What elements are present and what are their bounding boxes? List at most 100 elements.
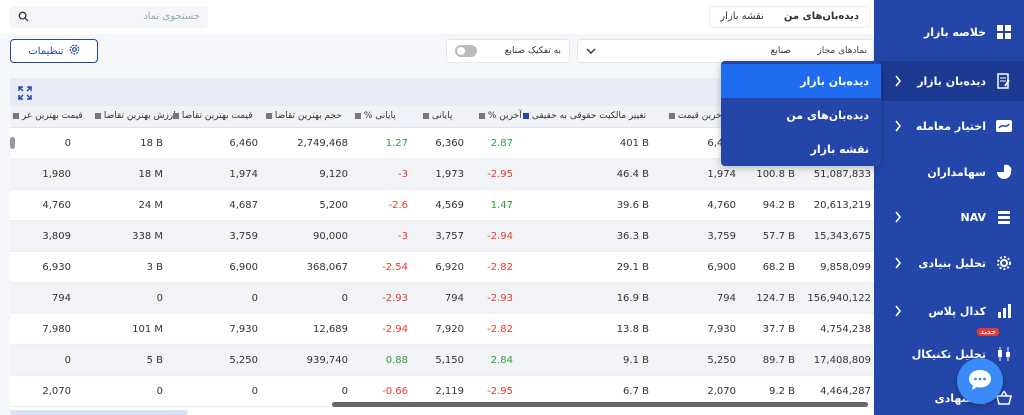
table-row[interactable]: 3,809 338 M 3,759 90,000 -3 3,757 -2.94 36.3 B 3… [10, 221, 874, 252]
cell-c1: 338 M [132, 231, 163, 242]
header-close[interactable]: پایانی [420, 111, 452, 121]
cell-c6: -2.95 [487, 169, 513, 180]
top-bar: جستجوی نماد نقشه بازار دیده‌بان‌های من [0, 0, 874, 34]
sidebar: خلاصه بازار دیده‌بان بازار اختیار معامله سه… [874, 0, 1024, 415]
cell-c9: 68.2 B [762, 262, 795, 273]
sidebar-item-1[interactable]: دیده‌بان بازار [874, 61, 1024, 101]
cell-c6: -2.95 [487, 386, 513, 397]
cell-c3: 939,740 [306, 355, 348, 366]
search-placeholder: جستجوی نماد [143, 11, 200, 22]
cell-c8: 4,760 [707, 200, 736, 211]
cell-c10: 20,613,219 [813, 200, 871, 211]
cell-c1: 18 M [138, 169, 163, 180]
sidebar-item-7[interactable]: تحلیل تکنیکال جدید [874, 328, 1024, 374]
search-icon[interactable] [18, 11, 29, 25]
table-row[interactable]: 7,980 101 M 7,930 12,689 -2.94 7,920 -2.82 13.8… [10, 314, 874, 345]
sidebar-item-3[interactable]: سهامداران [874, 152, 1024, 192]
sidebar-item-0[interactable]: خلاصه بازار [874, 12, 1024, 52]
sidebar-item-4[interactable]: NAV [874, 197, 1024, 237]
chevron-right-icon[interactable] [894, 75, 906, 87]
dropdown-item-my-watchlists[interactable]: دیده‌بان‌های من [786, 108, 869, 122]
horizontal-scroll-track[interactable] [10, 410, 188, 415]
header-last-percent[interactable]: % آخرین [476, 111, 522, 121]
gear-icon [69, 44, 80, 58]
search-input[interactable]: جستجوی نماد [10, 6, 208, 28]
vertical-scrollbar[interactable] [10, 137, 15, 149]
candlestick-icon [994, 344, 1014, 364]
header-last-price[interactable]: آخرین قیمت [666, 111, 724, 121]
expand-icon[interactable] [18, 86, 32, 103]
cell-c8: 794 [716, 293, 736, 304]
sidebar-item-5[interactable]: تحلیل بنیادی [874, 243, 1024, 283]
cell-c9: 100.8 B [756, 169, 795, 180]
settings-label: تنظیمات [28, 45, 64, 57]
new-badge: جدید [977, 328, 999, 336]
pie-chart-icon [994, 162, 1014, 182]
chevron-right-icon[interactable] [894, 305, 906, 317]
industry-toggle[interactable] [455, 45, 477, 57]
cell-c7: 6.7 B [623, 386, 649, 397]
header-close-percent[interactable]: % پایانی [352, 111, 396, 121]
sort-icon [523, 112, 529, 119]
sort-icon [13, 112, 19, 119]
cell-c3: 0 [341, 293, 348, 304]
basket-icon [994, 388, 1014, 408]
header-ownership-change[interactable]: تغییر مالکیت حقوقی به حقیقی [520, 111, 646, 121]
cell-c2: 3,759 [229, 231, 258, 242]
chat-icon [967, 367, 993, 396]
header-best-bid-value[interactable]: ارزش بهترین تقاضا [92, 111, 176, 121]
sidebar-item-6[interactable]: کدال پلاس [874, 291, 1024, 331]
sidebar-item-2[interactable]: اختیار معامله [874, 106, 1024, 146]
chat-button[interactable] [957, 358, 1003, 404]
sort-icon [95, 112, 101, 119]
cell-c2: 4,687 [229, 200, 258, 211]
cell-c9: 9.2 B [769, 386, 795, 397]
dropdown-item-market-map[interactable]: نقشه بازار [810, 142, 869, 156]
cell-c8: 6,900 [707, 262, 736, 273]
cell-c8: 1,974 [707, 169, 736, 180]
cell-c9: 124.7 B [756, 293, 795, 304]
tab-market-map[interactable]: نقشه بازار [720, 11, 764, 22]
cell-c6: -2.93 [487, 293, 513, 304]
cell-c5: 6,920 [435, 262, 464, 273]
dropdown-item-market-watch[interactable]: دیده‌بان بازار [721, 64, 881, 98]
cell-c4: -3 [398, 169, 408, 180]
cell-c5: 7,920 [435, 324, 464, 335]
table-row[interactable]: 4,760 24 M 4,687 5,200 -2.6 4,569 1.47 39.6 B 4,… [10, 190, 874, 221]
header-best-bid-price[interactable]: قیمت بهترین تقاضا [170, 111, 253, 121]
cell-c1: 24 M [138, 200, 163, 211]
cell-c8: 3,759 [707, 231, 736, 242]
cell-c4: 1.27 [385, 138, 408, 149]
table-row[interactable]: 0 5 B 5,250 939,740 0.88 5,150 2.84 9.1 B 5,250 8… [10, 345, 874, 376]
tab-my-watchlists[interactable]: دیده‌بان‌های من [783, 11, 859, 22]
cell-c1: 101 M [132, 324, 163, 335]
header-best-ask-price[interactable]: قیمت بهترین عر [10, 111, 83, 121]
watch-tabs: نقشه بازار دیده‌بان‌های من [709, 6, 870, 28]
cell-c4: -2.94 [382, 324, 408, 335]
cell-c3: 2,749,468 [297, 138, 348, 149]
cell-c2: 1,974 [229, 169, 258, 180]
cell-c0: 4,760 [42, 200, 71, 211]
cell-c1: 18 B [140, 138, 163, 149]
settings-button[interactable]: تنظیمات [10, 39, 98, 63]
cell-c0: 3,809 [42, 231, 71, 242]
header-best-bid-volume[interactable]: حجم بهترین تقاضا [263, 111, 342, 121]
symbol-select[interactable]: نمادهای مجاز صنایع [577, 39, 874, 63]
cell-c4: 0.88 [385, 355, 408, 366]
toggle-label: به تفکیک صنایع [504, 46, 561, 56]
gear-chart-icon [994, 253, 1014, 273]
cell-c0: 7,980 [42, 324, 71, 335]
chevron-right-icon[interactable] [894, 257, 906, 269]
table-row[interactable]: 6,930 3 B 6,900 368,067 -2.54 6,920 -2.82 29.1 … [10, 252, 874, 283]
sidebar-item-label: خلاصه بازار [923, 25, 986, 39]
cell-c2: 6,900 [229, 262, 258, 273]
cell-c3: 9,120 [319, 169, 348, 180]
cell-c2: 0 [251, 293, 258, 304]
select-label: نمادهای مجاز [817, 46, 867, 56]
horizontal-scrollbar[interactable] [332, 402, 868, 407]
chevron-right-icon[interactable] [894, 120, 906, 132]
cell-c7: 13.8 B [616, 324, 649, 335]
cell-c7: 36.3 B [616, 231, 649, 242]
chevron-right-icon[interactable] [894, 211, 906, 223]
table-row[interactable]: 794 0 0 0 -2.93 794 -2.93 16.9 B 794 124.7 B 156,9… [10, 283, 874, 314]
